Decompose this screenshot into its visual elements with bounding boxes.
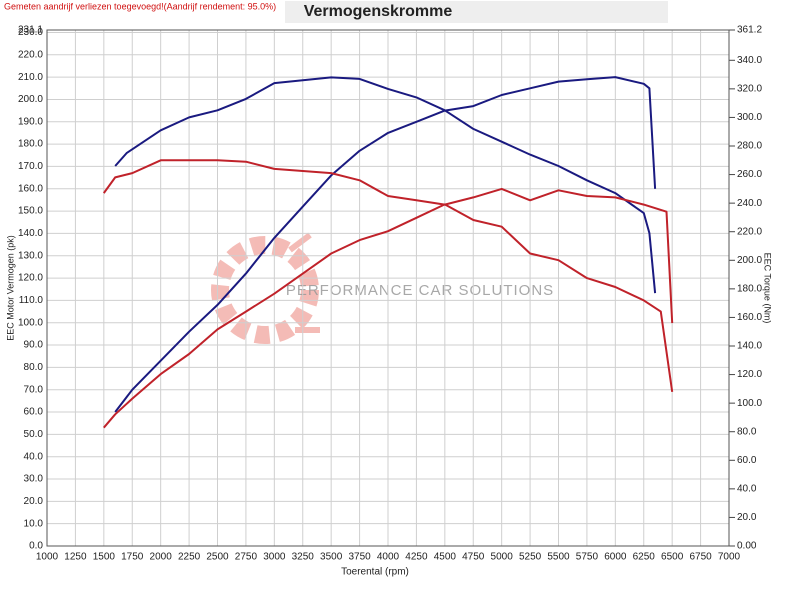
x-tick-label: 5500 [547, 552, 570, 563]
y-tick-label: 231.1 [18, 25, 43, 36]
series-line [103, 203, 674, 429]
y2-tick-label: 180.0 [737, 283, 762, 294]
watermark: PERFORMANCE CAR SOLUTIONS [286, 282, 554, 299]
y-tick-label: 20.0 [24, 496, 44, 507]
x-tick-label: 5250 [519, 552, 542, 563]
y-tick-label: 160.0 [18, 183, 43, 194]
y-tick-label: 70.0 [24, 384, 44, 395]
x-tick-label: 4000 [377, 552, 400, 563]
y-tick-label: 10.0 [24, 518, 44, 529]
x-tick-label: 4500 [434, 552, 457, 563]
series-line [114, 76, 657, 413]
y-tick-label: 60.0 [24, 407, 44, 418]
plot-frame [46, 29, 730, 547]
y2-tick-label: 160.0 [737, 312, 762, 323]
note: Gemeten aandrijf verliezen toegevoegd!(A… [4, 1, 276, 11]
y2-tick-label: 340.0 [737, 55, 762, 66]
y2-tick-label: 200.0 [737, 255, 762, 266]
y2-tick-label: 300.0 [737, 112, 762, 123]
y-tick-label: 90.0 [24, 340, 44, 351]
x-tick-label: 3000 [263, 552, 286, 563]
y-tick-label: 80.0 [24, 362, 44, 373]
series-line [102, 159, 674, 324]
x-tick-label: 1750 [121, 552, 144, 563]
y-tick-label: 140.0 [18, 228, 43, 239]
y-tick-label: 180.0 [18, 139, 43, 150]
x-tick-label: 3250 [292, 552, 315, 563]
y-tick-label: 210.0 [18, 72, 43, 83]
y2-tick-label: 140.0 [737, 341, 762, 352]
y2-tick-label: 280.0 [737, 141, 762, 152]
x-tick-label: 2250 [178, 552, 201, 563]
y2-tick-label: 0.00 [737, 541, 757, 552]
x-tick-label: 5750 [576, 552, 599, 563]
y2-tick-label: 240.0 [737, 198, 762, 209]
title-box [285, 1, 668, 23]
y2-tick-label: 320.0 [737, 83, 762, 94]
y-tick-label: 40.0 [24, 451, 44, 462]
y-tick-label: 120.0 [18, 273, 43, 284]
y2-tick-label: 80.0 [737, 426, 757, 437]
x-tick-label: 1000 [36, 552, 59, 563]
y2-tick-label: 361.2 [737, 25, 762, 36]
y2-tick-label: 120.0 [737, 369, 762, 380]
y-tick-label: 30.0 [24, 474, 44, 485]
y-tick-label: 170.0 [18, 161, 43, 172]
y-tick-label: 220.0 [18, 49, 43, 60]
x-axis-label: Toerental (rpm) [341, 567, 409, 578]
x-tick-label: 4250 [405, 552, 428, 563]
y-tick-label: 100.0 [18, 317, 43, 328]
x-tick-label: 3500 [320, 552, 343, 563]
chart-title: Vermogenskromme [304, 3, 453, 20]
y2-tick-label: 260.0 [737, 169, 762, 180]
x-tick-label: 6000 [604, 552, 627, 563]
x-tick-label: 6250 [633, 552, 656, 563]
y-tick-label: 50.0 [24, 429, 44, 440]
x-tick-label: 3750 [348, 552, 371, 563]
y2-tick-label: 60.0 [737, 455, 757, 466]
x-tick-label: 4750 [462, 552, 485, 563]
y2-tick-label: 220.0 [737, 226, 762, 237]
x-tick-label: 6500 [661, 552, 684, 563]
y-tick-label: 200.0 [18, 94, 43, 105]
x-tick-label: 5000 [491, 552, 514, 563]
y2-axis-label: EEC Torque (Nm) [763, 253, 773, 324]
y2-tick-label: 40.0 [737, 483, 757, 494]
y-tick-label: 110.0 [19, 295, 44, 306]
y-tick-label: 130.0 [18, 250, 43, 261]
x-tick-label: 6750 [689, 552, 712, 563]
x-tick-label: 1500 [93, 552, 116, 563]
x-tick-label: 2750 [235, 552, 258, 563]
x-tick-label: 1250 [64, 552, 87, 563]
y2-tick-label: 100.0 [737, 398, 762, 409]
y-tick-label: 230.0 [18, 27, 43, 38]
y-tick-label: 0.0 [29, 541, 43, 552]
y-tick-label: 150.0 [18, 206, 43, 217]
watermark-logo [211, 232, 320, 344]
y2-tick-label: 20.0 [737, 512, 757, 523]
x-tick-label: 7000 [718, 552, 741, 563]
x-tick-label: 2500 [206, 552, 229, 563]
y-axis-label: EEC Motor Vermogen (pk) [5, 235, 15, 341]
series-line [114, 76, 657, 294]
x-tick-label: 2000 [150, 552, 173, 563]
y-tick-label: 190.0 [18, 116, 43, 127]
